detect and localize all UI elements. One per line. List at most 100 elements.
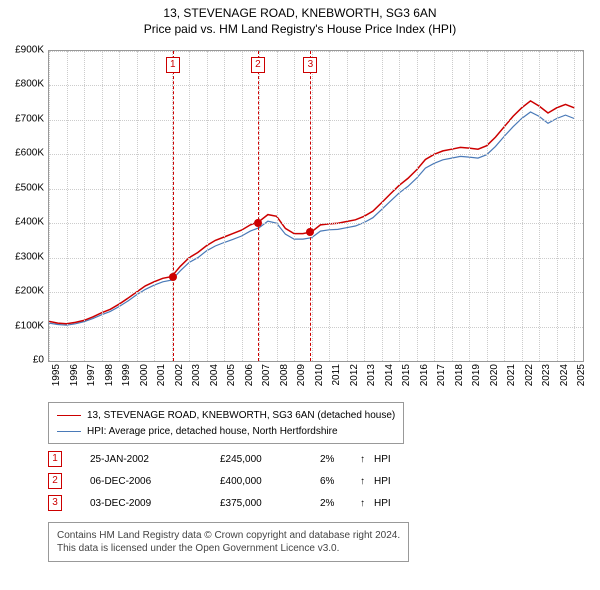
grid-v [504,51,505,361]
chart-plot-area: 123 [48,50,584,362]
marker-line-2 [258,51,259,361]
ytick-label: £100K [15,320,44,331]
event-row: 303-DEC-2009£375,0002%↑HPI [48,492,391,514]
xtick-label: 2005 [226,364,237,386]
grid-h [49,258,583,259]
legend-swatch [57,415,81,416]
event-label: HPI [374,498,391,509]
xtick-label: 2019 [471,364,482,386]
xtick-label: 2001 [156,364,167,386]
event-number-box: 1 [48,451,62,467]
xtick-label: 2025 [576,364,587,386]
xtick-label: 2012 [349,364,360,386]
xtick-label: 1996 [69,364,80,386]
xtick-label: 2003 [191,364,202,386]
xtick-label: 1997 [86,364,97,386]
grid-v [557,51,558,361]
ytick-label: £900K [15,45,44,56]
grid-v [84,51,85,361]
event-price: £400,000 [220,476,320,487]
xtick-label: 2021 [506,364,517,386]
grid-v [382,51,383,361]
xtick-label: 2022 [524,364,535,386]
title-block: 13, STEVENAGE ROAD, KNEBWORTH, SG3 6AN P… [0,0,600,36]
xtick-label: 1999 [121,364,132,386]
grid-v [487,51,488,361]
grid-v [207,51,208,361]
grid-h [49,51,583,52]
xtick-label: 2014 [384,364,395,386]
xtick-label: 2010 [314,364,325,386]
title-main: 13, STEVENAGE ROAD, KNEBWORTH, SG3 6AN [0,6,600,20]
marker-dot-3 [306,228,314,236]
ytick-label: £300K [15,251,44,262]
grid-v [539,51,540,361]
grid-v [49,51,50,361]
grid-v [277,51,278,361]
ytick-label: £600K [15,148,44,159]
grid-v [137,51,138,361]
xtick-label: 2018 [454,364,465,386]
marker-dot-1 [169,273,177,281]
footer-line-2: This data is licensed under the Open Gov… [57,542,400,555]
grid-h [49,327,583,328]
event-date: 03-DEC-2009 [90,498,220,509]
grid-v [469,51,470,361]
ytick-label: £0 [33,355,44,366]
event-pct: 2% [320,454,360,465]
xtick-label: 1995 [51,364,62,386]
event-row: 206-DEC-2006£400,0006%↑HPI [48,470,391,492]
xtick-label: 2024 [559,364,570,386]
legend-label: 13, STEVENAGE ROAD, KNEBWORTH, SG3 6AN (… [87,410,395,421]
grid-v [102,51,103,361]
xtick-label: 2020 [489,364,500,386]
marker-line-1 [173,51,174,361]
legend-swatch [57,431,81,432]
legend: 13, STEVENAGE ROAD, KNEBWORTH, SG3 6AN (… [48,402,404,444]
marker-dot-2 [254,219,262,227]
grid-h [49,154,583,155]
grid-h [49,189,583,190]
xtick-label: 2011 [331,364,342,386]
xtick-label: 2009 [296,364,307,386]
grid-v [67,51,68,361]
event-label: HPI [374,476,391,487]
footer-line-1: Contains HM Land Registry data © Crown c… [57,529,400,542]
event-pct: 6% [320,476,360,487]
event-row: 125-JAN-2002£245,0002%↑HPI [48,448,391,470]
ytick-label: £500K [15,182,44,193]
xtick-label: 2000 [139,364,150,386]
event-label: HPI [374,454,391,465]
xtick-label: 2008 [279,364,290,386]
event-date: 25-JAN-2002 [90,454,220,465]
events-table: 125-JAN-2002£245,0002%↑HPI206-DEC-2006£4… [48,448,391,514]
ytick-label: £200K [15,286,44,297]
chart-svg [49,51,583,361]
title-sub: Price paid vs. HM Land Registry's House … [0,22,600,36]
xtick-label: 2016 [419,364,430,386]
event-pct: 2% [320,498,360,509]
event-number-box: 3 [48,495,62,511]
event-price: £245,000 [220,454,320,465]
legend-row: 13, STEVENAGE ROAD, KNEBWORTH, SG3 6AN (… [57,407,395,423]
arrow-up-icon: ↑ [360,498,374,509]
ytick-label: £400K [15,217,44,228]
xtick-label: 2002 [174,364,185,386]
marker-box-1: 1 [166,57,180,73]
grid-v [434,51,435,361]
grid-v [259,51,260,361]
xtick-label: 2007 [261,364,272,386]
grid-v [294,51,295,361]
xtick-label: 2023 [541,364,552,386]
legend-row: HPI: Average price, detached house, Nort… [57,423,395,439]
arrow-up-icon: ↑ [360,476,374,487]
grid-h [49,223,583,224]
grid-v [224,51,225,361]
xtick-label: 2013 [366,364,377,386]
grid-h [49,120,583,121]
grid-v [522,51,523,361]
marker-box-3: 3 [303,57,317,73]
grid-v [452,51,453,361]
xtick-label: 2006 [244,364,255,386]
grid-v [417,51,418,361]
